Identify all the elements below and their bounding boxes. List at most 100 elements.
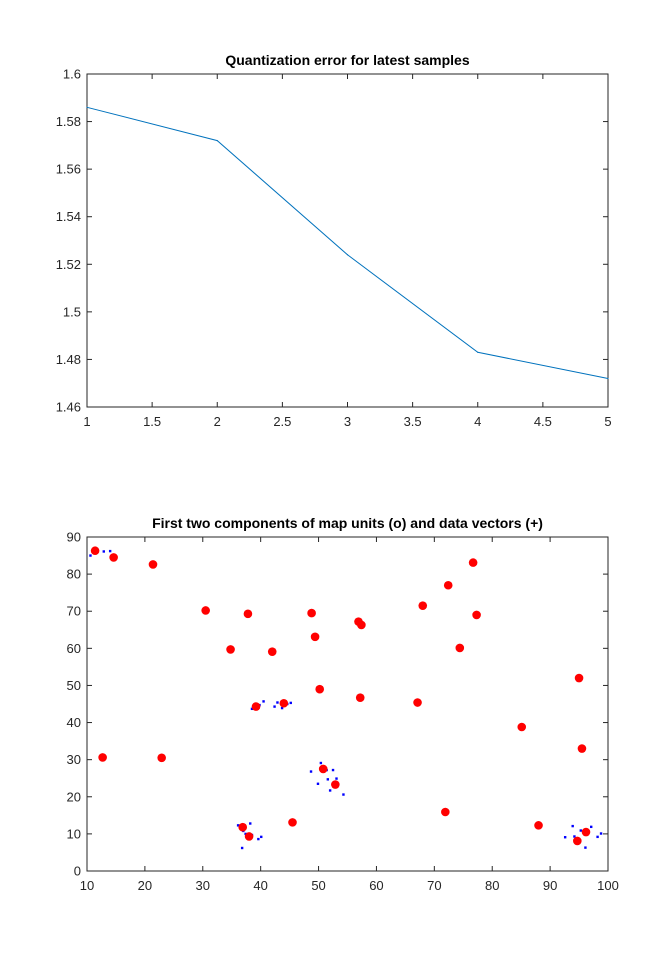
data-vector-point <box>571 824 574 828</box>
x-tick-label: 2.5 <box>273 414 291 429</box>
line-point <box>477 351 479 353</box>
data-vector-point <box>236 824 240 827</box>
y-tick-label: 1.48 <box>56 352 81 367</box>
x-tick-label: 20 <box>138 878 152 893</box>
map-unit-point <box>455 643 465 653</box>
data-vector-point <box>244 832 247 836</box>
x-tick-label: 4 <box>474 414 481 429</box>
data-vector-point <box>102 550 105 553</box>
line-point <box>346 254 349 256</box>
data-vector-point <box>108 549 112 553</box>
map-unit-point <box>251 702 261 711</box>
data-vector-point <box>309 770 313 773</box>
map-unit-point <box>226 645 235 654</box>
data-vector-point <box>579 829 582 832</box>
map-unit-point <box>468 558 478 567</box>
data-vector-point <box>328 789 332 792</box>
y-tick-label: 1.6 <box>63 67 81 82</box>
y-tick-label: 80 <box>67 567 81 582</box>
map-unit-point <box>267 647 277 656</box>
y-tick-label: 10 <box>67 826 81 841</box>
y-tick-label: 70 <box>67 604 81 619</box>
x-tick-label: 3.5 <box>404 414 422 429</box>
map-unit-point <box>574 673 584 683</box>
data-vector-point <box>273 705 276 708</box>
map-unit-point <box>318 764 328 774</box>
data-vector-point <box>280 706 284 710</box>
data-vector-point <box>342 793 345 796</box>
data-vector-point <box>289 701 292 705</box>
plot1-y-axis: 1.46 1.48 1.5 1.52 1.54 1.56 1.58 1.6 <box>56 67 608 415</box>
x-tick-label: 60 <box>369 878 383 893</box>
x-tick-label: 3 <box>344 414 351 429</box>
data-vector-point <box>590 825 593 829</box>
data-vector-point <box>573 835 576 838</box>
data-vector-point <box>319 761 323 765</box>
map-unit-point <box>310 632 320 642</box>
x-tick-label: 40 <box>253 878 267 893</box>
map-unit-point <box>534 821 543 830</box>
x-tick-label: 30 <box>196 878 210 893</box>
map-unit-point <box>413 698 422 707</box>
y-tick-label: 20 <box>67 789 81 804</box>
map-unit-point <box>244 832 254 841</box>
map-unit-point <box>441 807 450 817</box>
data-vector-point <box>276 701 279 704</box>
map-unit-point <box>577 744 587 753</box>
map-unit-point <box>355 693 365 702</box>
map-unit-point <box>331 780 340 789</box>
y-tick-label: 1.56 <box>56 162 81 177</box>
plot2-data <box>89 546 603 850</box>
data-vector-point <box>331 768 335 772</box>
x-tick-label: 1.5 <box>143 414 161 429</box>
map-unit-point <box>109 553 118 562</box>
plot2-axes-box <box>86 536 609 872</box>
y-tick-label: 1.58 <box>56 114 81 129</box>
y-tick-label: 90 <box>67 530 81 545</box>
y-tick-label: 1.5 <box>63 304 81 319</box>
data-vector-point <box>563 836 567 839</box>
map-unit-point <box>243 609 253 619</box>
map-unit-point <box>201 606 210 615</box>
map-unit-point <box>238 822 248 832</box>
plot1-x-axis: 1 1.5 2 2.5 3 3.5 4 4.5 5 <box>83 74 612 429</box>
x-tick-label: 70 <box>427 878 441 893</box>
map-unit-point <box>90 546 100 556</box>
plot2-x-axis: 10 20 30 40 50 60 70 80 90 100 <box>80 537 619 893</box>
data-vector-point <box>596 835 599 839</box>
map-unit-point <box>157 753 166 763</box>
y-tick-label: 0 <box>74 864 81 879</box>
map-unit-point <box>573 836 582 846</box>
map-unit-point <box>315 684 325 694</box>
x-tick-label: 4.5 <box>534 414 552 429</box>
y-tick-label: 50 <box>67 678 81 693</box>
x-tick-label: 80 <box>485 878 499 893</box>
map-unit-point <box>443 580 453 590</box>
x-tick-label: 1 <box>83 414 90 429</box>
map-unit-point <box>307 608 316 618</box>
map-unit-point <box>418 601 428 610</box>
map-unit-point <box>288 818 297 827</box>
map-unit-point <box>517 722 527 732</box>
data-vector-point <box>584 846 587 849</box>
plot1-title: Quantization error for latest samples <box>225 52 469 68</box>
data-vector-point <box>249 822 252 825</box>
plot2-title: First two components of map units (o) an… <box>152 515 543 531</box>
map-unit-point <box>279 698 289 708</box>
map-unit-point <box>148 560 158 569</box>
x-tick-label: 2 <box>214 414 221 429</box>
y-tick-label: 30 <box>67 752 81 767</box>
data-vector-point <box>257 837 260 841</box>
plot1-axes-box <box>86 73 609 408</box>
map-unit-point <box>581 827 591 837</box>
y-tick-label: 1.54 <box>56 209 81 224</box>
line-point <box>607 377 609 380</box>
x-tick-label: 90 <box>543 878 557 893</box>
data-vector-point <box>599 832 603 835</box>
data-vector-point <box>89 554 92 557</box>
data-vector-point <box>316 782 320 785</box>
line-point <box>216 140 218 142</box>
x-tick-label: 5 <box>604 414 611 429</box>
